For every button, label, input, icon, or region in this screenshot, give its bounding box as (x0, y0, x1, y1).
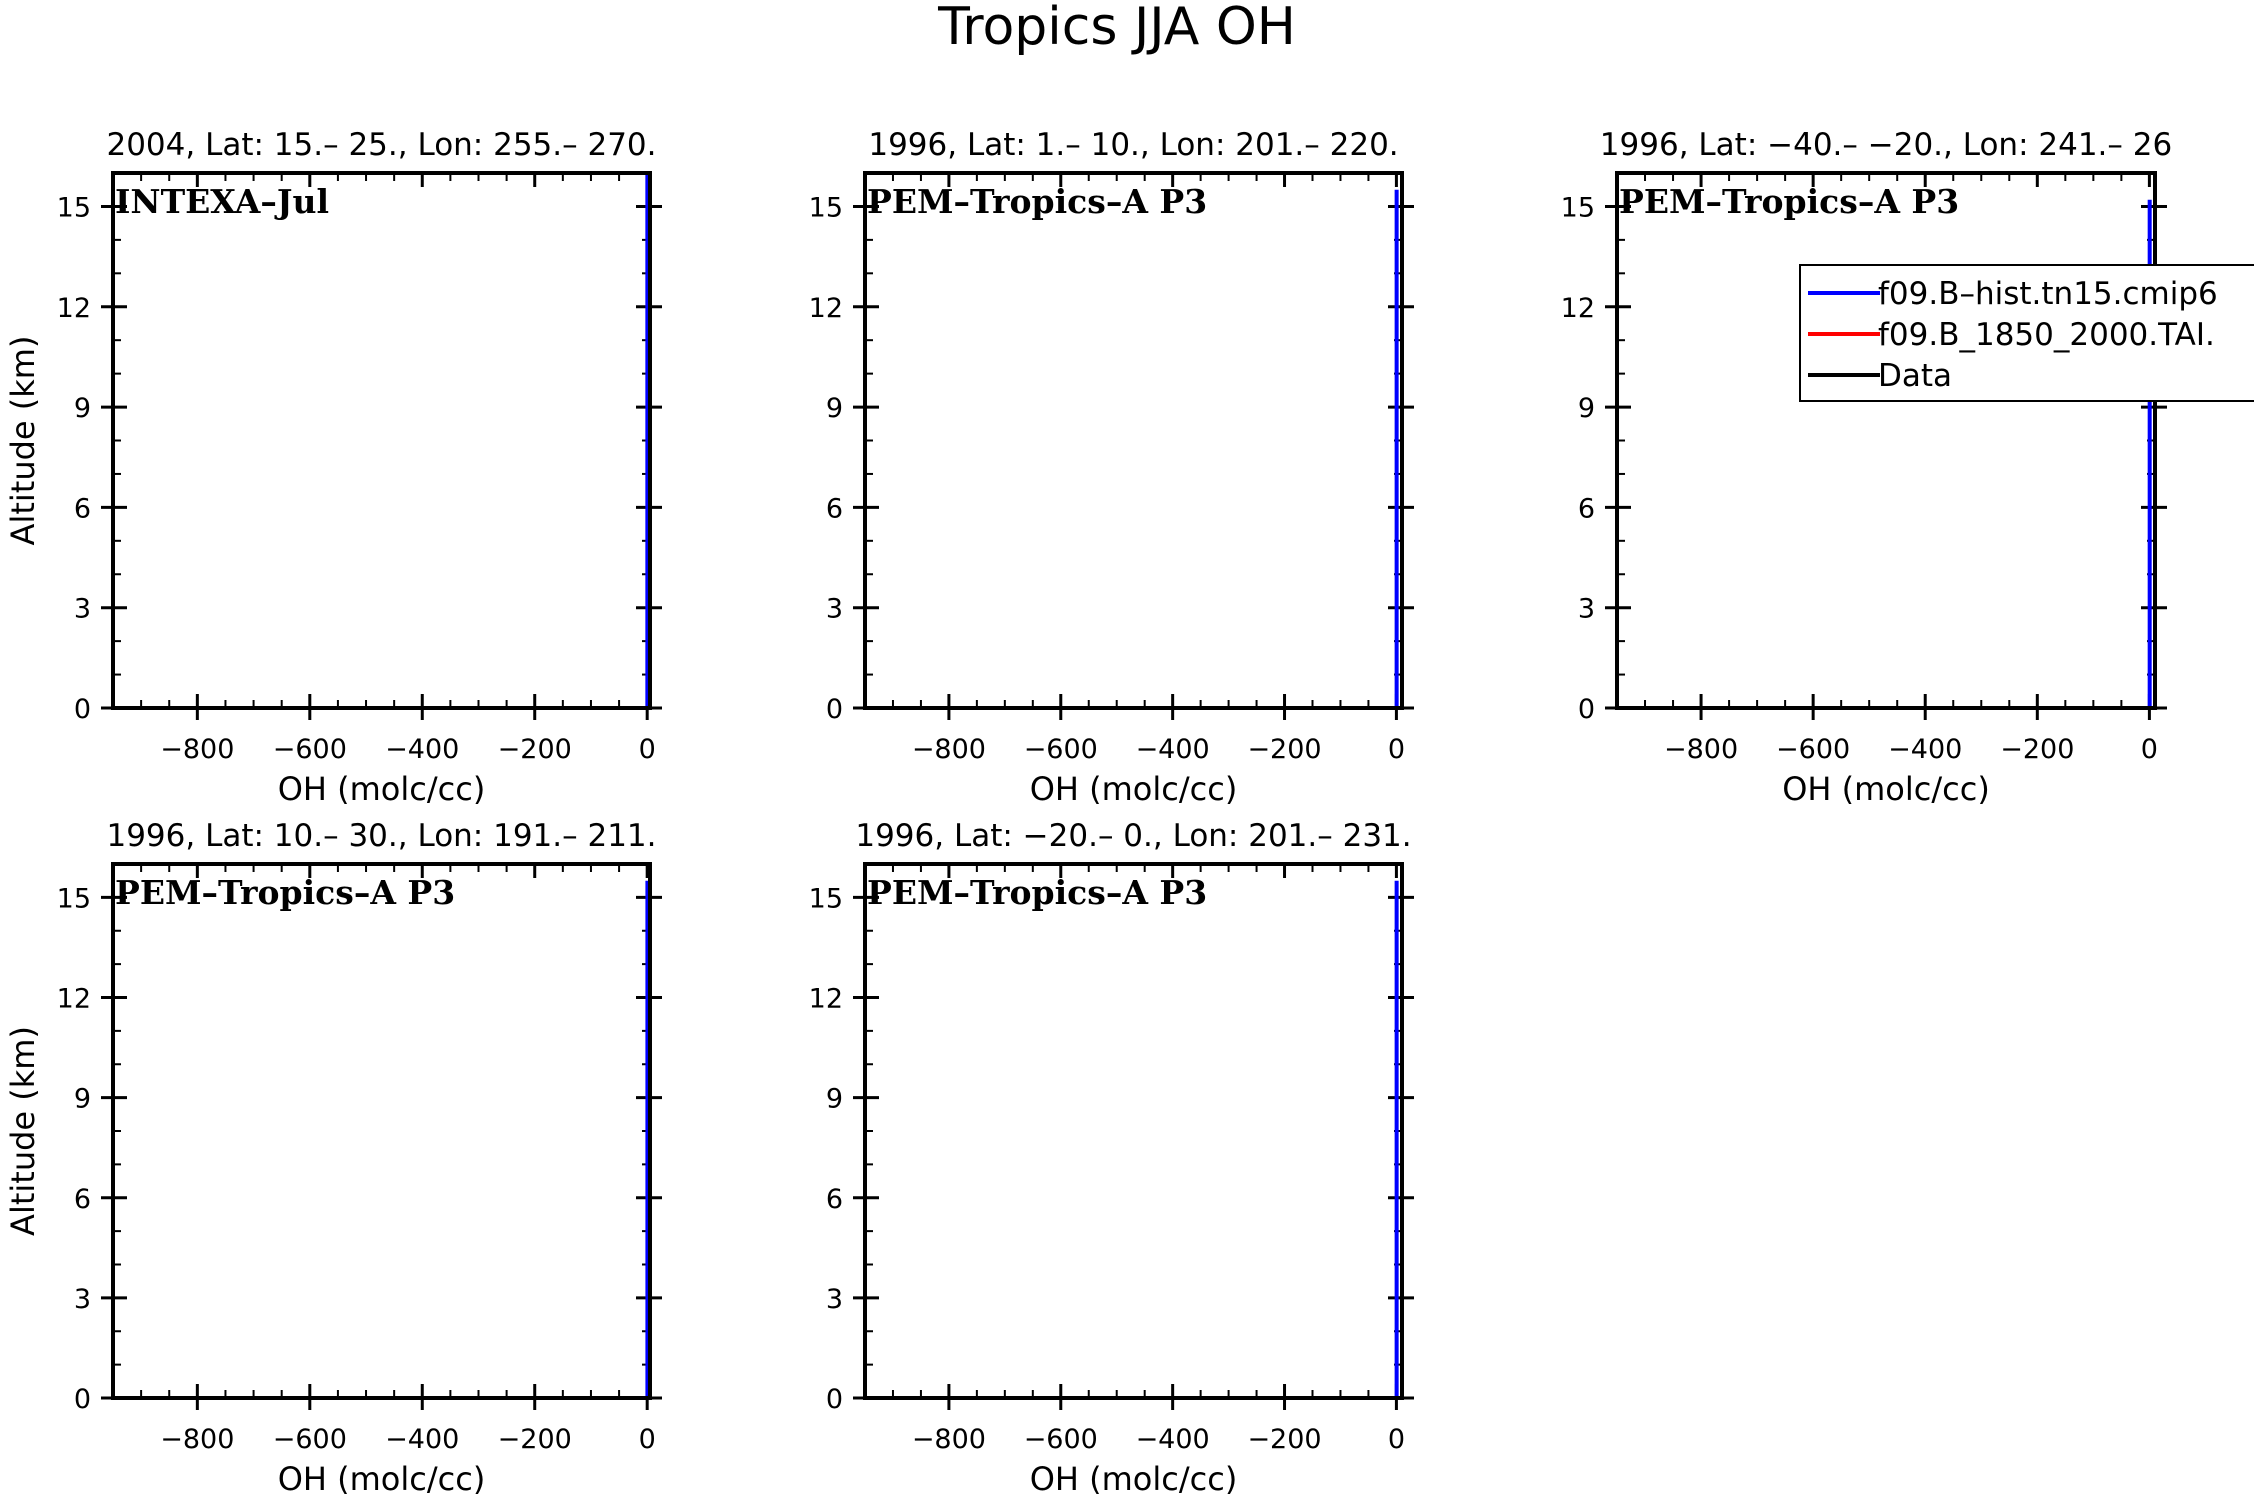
x-axis-label: OH (molc/cc) (278, 770, 486, 808)
x-tick-label: −400 (1888, 734, 1962, 765)
legend: f09.B–hist.tn15.cmip6 f09.B_1850_2000.TAI… (1799, 264, 2254, 402)
y-tick-label: 15 (57, 883, 91, 914)
x-tick-label: −400 (385, 1424, 459, 1455)
x-tick-label: −800 (912, 1424, 986, 1455)
y-axis-label: Altitude (km) (4, 336, 42, 546)
panel-title: 1996, Lat: −40.– −20., Lon: 241.– 26 (1600, 127, 2172, 163)
y-tick-label: 15 (57, 192, 91, 223)
x-tick-label: −400 (1136, 734, 1210, 765)
y-tick-label: 3 (826, 1284, 843, 1315)
y-tick-label: 6 (826, 1184, 843, 1215)
panel-3: 1996, Lat: −40.– −20., Lon: 241.– 26 −800… (1561, 127, 2254, 808)
x-axis-label: OH (molc/cc) (278, 1460, 486, 1498)
y-tick-label: 12 (57, 984, 91, 1015)
y-tick-label: 3 (1578, 594, 1595, 625)
panel-1: 2004, Lat: 15.– 25., Lon: 255.– 270. −800… (4, 127, 662, 808)
panel-annotation: INTEXA–Jul (115, 182, 329, 221)
x-tick-label: −800 (160, 734, 234, 765)
y-tick-label: 3 (826, 594, 843, 625)
panel-title: 1996, Lat: 1.– 10., Lon: 201.– 220. (868, 127, 1398, 163)
plot-frame (863, 862, 1404, 1400)
panel-5: 1996, Lat: −20.– 0., Lon: 201.– 231. −800… (809, 818, 1414, 1498)
x-tick-label: 0 (1388, 1424, 1405, 1455)
y-tick-label: 6 (74, 1184, 91, 1215)
x-tick-label: −200 (1247, 734, 1321, 765)
y-tick-label: 3 (74, 1284, 91, 1315)
x-tick-label: −200 (498, 734, 572, 765)
y-tick-label: 0 (1578, 694, 1595, 725)
panel-title: 1996, Lat: −20.– 0., Lon: 201.– 231. (855, 818, 1411, 854)
y-tick-label: 15 (809, 883, 843, 914)
panel-title: 1996, Lat: 10.– 30., Lon: 191.– 211. (106, 818, 656, 854)
y-tick-label: 0 (74, 1384, 91, 1415)
x-tick-label: −600 (1024, 734, 1098, 765)
plot-frame (1615, 171, 2157, 710)
y-axis-label: Altitude (km) (4, 1026, 42, 1236)
y-tick-label: 12 (57, 293, 91, 324)
panel-4: 1996, Lat: 10.– 30., Lon: 191.– 211. −800… (4, 818, 662, 1498)
plot-frame (863, 171, 1404, 710)
x-tick-label: −600 (1024, 1424, 1098, 1455)
panel-annotation: PEM–Tropics–A P3 (867, 873, 1207, 912)
legend-label: f09.B–hist.tn15.cmip6 (1878, 276, 2218, 312)
y-tick-label: 6 (826, 493, 843, 524)
y-tick-label: 0 (74, 694, 91, 725)
x-tick-label: −800 (1664, 734, 1738, 765)
y-tick-label: 6 (1578, 493, 1595, 524)
x-tick-label: −800 (912, 734, 986, 765)
y-tick-label: 15 (809, 192, 843, 223)
x-tick-label: 0 (639, 1424, 656, 1455)
x-tick-label: −600 (273, 1424, 347, 1455)
x-axis-label: OH (molc/cc) (1030, 770, 1238, 808)
y-tick-label: 15 (1561, 192, 1595, 223)
y-tick-label: 3 (74, 594, 91, 625)
x-tick-label: 0 (639, 734, 656, 765)
x-tick-label: −200 (2000, 734, 2074, 765)
y-tick-label: 0 (826, 694, 843, 725)
x-tick-label: −800 (160, 1424, 234, 1455)
x-tick-label: −200 (1247, 1424, 1321, 1455)
y-tick-label: 9 (1578, 393, 1595, 424)
x-tick-label: −400 (1136, 1424, 1210, 1455)
x-tick-label: −600 (1776, 734, 1850, 765)
panel-2: 1996, Lat: 1.– 10., Lon: 201.– 220. −800 −… (809, 127, 1414, 808)
panel-title: 2004, Lat: 15.– 25., Lon: 255.– 270. (106, 127, 656, 163)
y-tick-label: 9 (74, 393, 91, 424)
y-tick-label: 9 (74, 1084, 91, 1115)
x-tick-label: 0 (2141, 734, 2158, 765)
x-tick-label: −200 (498, 1424, 572, 1455)
plot-frame (111, 171, 652, 710)
y-tick-label: 9 (826, 393, 843, 424)
legend-label: Data (1878, 358, 1952, 394)
panel-annotation: PEM–Tropics–A P3 (115, 873, 455, 912)
legend-label: f09.B_1850_2000.TAI. (1878, 317, 2215, 353)
y-tick-label: 9 (826, 1084, 843, 1115)
y-tick-label: 12 (1561, 293, 1595, 324)
legend-box (1799, 264, 2254, 402)
y-tick-label: 0 (826, 1384, 843, 1415)
y-tick-label: 6 (74, 493, 91, 524)
x-tick-label: 0 (1388, 734, 1405, 765)
x-axis-label: OH (molc/cc) (1782, 770, 1990, 808)
panel-annotation: PEM–Tropics–A P3 (867, 182, 1207, 221)
x-tick-label: −600 (273, 734, 347, 765)
figure-title: Tropics JJA OH (937, 0, 1296, 57)
panel-annotation: PEM–Tropics–A P3 (1619, 182, 1959, 221)
y-tick-label: 12 (809, 293, 843, 324)
x-axis-label: OH (molc/cc) (1030, 1460, 1238, 1498)
x-tick-label: −400 (385, 734, 459, 765)
plot-frame (111, 862, 652, 1400)
y-tick-label: 12 (809, 984, 843, 1015)
